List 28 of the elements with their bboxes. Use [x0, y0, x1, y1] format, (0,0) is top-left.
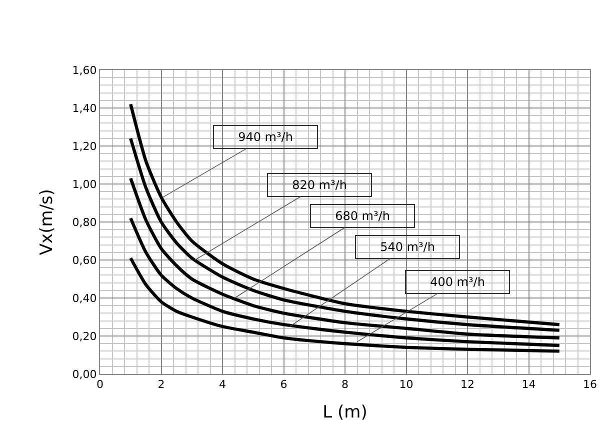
y-tick-label: 0,00: [72, 368, 97, 381]
x-axis-title: L (m): [322, 402, 368, 423]
x-tick-label: 10: [399, 378, 414, 392]
x-tick-label: 12: [460, 378, 474, 392]
y-tick-label: 0,40: [72, 292, 97, 305]
x-tick-label: 4: [219, 378, 226, 392]
x-tick-label: 16: [583, 378, 597, 392]
x-tick-label: 0: [96, 378, 104, 392]
y-axis-title: Vx(m/s): [36, 188, 57, 256]
x-tick-label: 2: [158, 378, 165, 392]
x-tick-label: 8: [342, 378, 348, 392]
y-tick-label: 0,80: [72, 216, 97, 229]
y-tick-label: 0,60: [72, 254, 97, 267]
annotation: 680 m³/h: [335, 209, 390, 223]
x-tick-label: 6: [280, 378, 288, 392]
annotation: 940 m³/h: [238, 130, 293, 144]
annotation: 820 m³/h: [292, 178, 347, 192]
x-tick-label: 14: [522, 378, 536, 392]
y-tick-label: 1,20: [72, 140, 97, 153]
y-tick-label: 1,00: [72, 178, 97, 191]
line-series: [129, 256, 561, 353]
line-series: [129, 176, 561, 340]
y-tick-label: 1,60: [72, 64, 97, 77]
annotation: 540 m³/h: [380, 240, 435, 254]
y-tick-label: 0,20: [72, 330, 97, 343]
y-tick-label: 1,40: [72, 102, 97, 115]
annotation: 400 m³/h: [430, 275, 485, 289]
line-series: [129, 102, 561, 326]
